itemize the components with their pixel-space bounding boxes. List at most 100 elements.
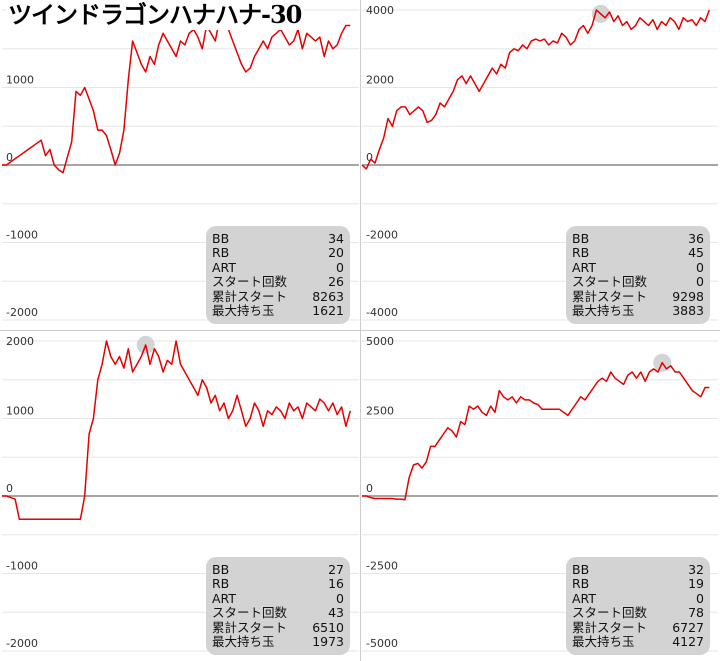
stat-label: BB bbox=[572, 231, 590, 246]
series-line bbox=[2, 9, 351, 174]
y-tick-label: 2500 bbox=[366, 405, 394, 418]
stat-row: 最大持ち玉 1621 bbox=[212, 303, 344, 319]
stat-label: 累計スタート bbox=[212, 619, 288, 635]
y-tick-label: -2000 bbox=[366, 229, 398, 242]
y-tick-label: 2000 bbox=[6, 335, 34, 348]
stat-value: 4127 bbox=[672, 634, 704, 650]
stat-value: 26 bbox=[328, 274, 344, 290]
stat-label: スタート回数 bbox=[572, 605, 648, 621]
stat-value: 0 bbox=[696, 274, 704, 290]
stat-label: RB bbox=[572, 576, 590, 592]
stat-row: 最大持ち玉 1973 bbox=[212, 634, 344, 650]
stat-value: 1621 bbox=[312, 303, 344, 319]
chart-panel-2: 4000 2000 0 -2000 -4000 bbox=[361, 4, 718, 321]
stat-value: 6510 bbox=[312, 619, 344, 635]
stat-value: 8263 bbox=[312, 288, 344, 304]
stat-value: 43 bbox=[328, 605, 344, 621]
stat-row: 最大持ち玉 3883 bbox=[572, 303, 704, 319]
stat-value: 9298 bbox=[672, 288, 704, 304]
stat-label: スタート回数 bbox=[572, 274, 648, 290]
stat-value: 19 bbox=[688, 576, 704, 592]
stat-label: BB bbox=[212, 562, 230, 577]
y-tick-label: 1000 bbox=[6, 405, 34, 418]
stat-row: 累計スタート 8263 bbox=[212, 288, 344, 304]
stat-value: 6727 bbox=[672, 619, 704, 635]
y-tick-label: -1000 bbox=[6, 229, 38, 242]
stats-box-2: BB 36 RB 45 ART 0 スタート回数 0 累計スタート 9298 最大持ち玉 3883 bbox=[566, 226, 710, 325]
stat-label: BB bbox=[572, 562, 590, 577]
stat-value: 36 bbox=[688, 231, 704, 246]
stat-label: スタート回数 bbox=[212, 274, 288, 290]
stat-value: 20 bbox=[328, 245, 344, 261]
stat-label: 累計スタート bbox=[572, 619, 648, 635]
stat-row: ART 0 bbox=[212, 259, 344, 275]
y-tick-label: 0 bbox=[6, 151, 13, 164]
stat-row: 累計スタート 6510 bbox=[212, 619, 344, 635]
stat-row: BB 34 bbox=[212, 231, 344, 246]
y-tick-label: 1000 bbox=[6, 74, 34, 87]
y-tick-label: -5000 bbox=[366, 637, 398, 650]
stats-box-1: BB 34 RB 20 ART 0 スタート回数 26 累計スタート 8263 最大持ち玉 1621 bbox=[206, 226, 350, 325]
stat-value: 0 bbox=[336, 259, 344, 275]
stat-row: 累計スタート 9298 bbox=[572, 288, 704, 304]
stats-box-3: BB 27 RB 16 ART 0 スタート回数 43 累計スタート 6510 最大持ち玉 1973 bbox=[206, 557, 350, 656]
stat-label: 最大持ち玉 bbox=[212, 634, 275, 650]
stat-label: RB bbox=[212, 576, 230, 592]
stat-row: スタート回数 78 bbox=[572, 605, 704, 621]
series-line bbox=[2, 340, 352, 521]
stat-row: RB 16 bbox=[212, 576, 344, 592]
y-tick-label: -2000 bbox=[6, 637, 38, 650]
stat-label: ART bbox=[212, 259, 236, 275]
series-line bbox=[361, 9, 711, 170]
stat-value: 0 bbox=[696, 590, 704, 606]
stat-label: ART bbox=[212, 590, 236, 606]
stat-label: 累計スタート bbox=[572, 288, 648, 304]
stat-label: ART bbox=[572, 590, 596, 606]
stat-label: スタート回数 bbox=[212, 605, 288, 621]
chart-panel-3: 2000 1000 0 -1000 -2000 bbox=[2, 335, 359, 652]
stat-value: 1973 bbox=[312, 634, 344, 650]
stat-row: ART 0 bbox=[572, 259, 704, 275]
stat-value: 32 bbox=[688, 562, 704, 577]
stat-label: 最大持ち玉 bbox=[572, 634, 635, 650]
y-tick-label: 4000 bbox=[366, 4, 394, 17]
stat-row: ART 0 bbox=[572, 590, 704, 606]
stat-row: BB 36 bbox=[572, 231, 704, 246]
stat-label: 最大持ち玉 bbox=[212, 303, 275, 319]
stat-row: BB 27 bbox=[212, 562, 344, 577]
stat-row: 累計スタート 6727 bbox=[572, 619, 704, 635]
stat-row: RB 19 bbox=[572, 576, 704, 592]
y-tick-label: 0 bbox=[366, 482, 373, 495]
stat-value: 0 bbox=[336, 590, 344, 606]
y-tick-label: 0 bbox=[6, 482, 13, 495]
stat-row: スタート回数 0 bbox=[572, 274, 704, 290]
stat-row: RB 45 bbox=[572, 245, 704, 261]
stat-row: スタート回数 26 bbox=[212, 274, 344, 290]
stat-value: 27 bbox=[328, 562, 344, 577]
stat-value: 3883 bbox=[672, 303, 704, 319]
y-tick-label: -1000 bbox=[6, 560, 38, 573]
y-tick-label: -2000 bbox=[6, 306, 38, 319]
stat-row: ART 0 bbox=[212, 590, 344, 606]
y-tick-label: 5000 bbox=[366, 335, 394, 348]
stat-value: 78 bbox=[688, 605, 704, 621]
stat-row: BB 32 bbox=[572, 562, 704, 577]
stat-label: RB bbox=[212, 245, 230, 261]
y-tick-label: 0 bbox=[366, 151, 373, 164]
stat-label: RB bbox=[572, 245, 590, 261]
y-tick-label: 2000 bbox=[366, 74, 394, 87]
stat-label: 累計スタート bbox=[212, 288, 288, 304]
stat-value: 45 bbox=[688, 245, 704, 261]
stat-row: スタート回数 43 bbox=[212, 605, 344, 621]
y-tick-label: -2500 bbox=[366, 560, 398, 573]
chart-title: ツインドラゴンハナハナ-30 bbox=[6, 0, 304, 30]
stat-row: RB 20 bbox=[212, 245, 344, 261]
series-line bbox=[362, 361, 710, 501]
stat-label: 最大持ち玉 bbox=[572, 303, 635, 319]
stat-value: 16 bbox=[328, 576, 344, 592]
stat-value: 0 bbox=[696, 259, 704, 275]
stats-box-4: BB 32 RB 19 ART 0 スタート回数 78 累計スタート 6727 最大持ち玉 4127 bbox=[566, 557, 710, 656]
stat-value: 34 bbox=[328, 231, 344, 246]
y-tick-label: -4000 bbox=[366, 306, 398, 319]
stat-row: 最大持ち玉 4127 bbox=[572, 634, 704, 650]
